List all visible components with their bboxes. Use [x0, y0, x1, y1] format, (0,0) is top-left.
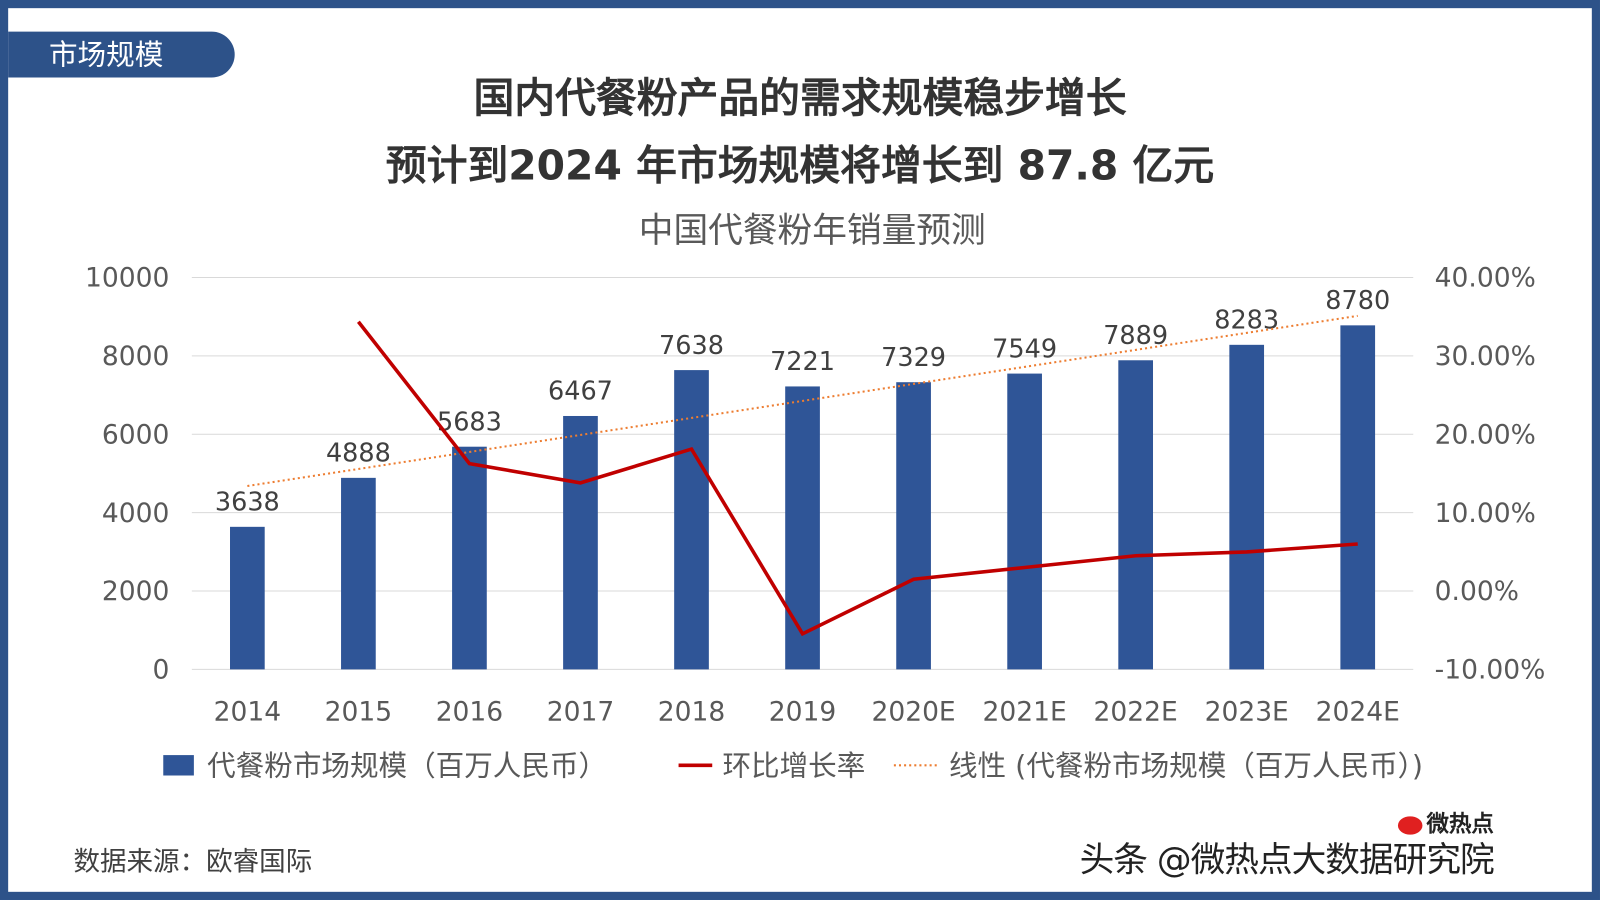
- headline-line-2: 预计到2024 年市场规模将增长到 87.8 亿元: [385, 142, 1215, 190]
- watermark-logo: 微热点: [1397, 806, 1494, 839]
- x-tick-label: 2019: [769, 696, 836, 727]
- x-tick-label: 2023E: [1205, 696, 1289, 727]
- bar: [674, 370, 709, 670]
- bar-data-label: 7221: [770, 347, 835, 377]
- bar-data-label: 3638: [215, 488, 280, 518]
- bar-data-label: 5683: [437, 407, 502, 437]
- right-tick-label: 30.00%: [1435, 341, 1536, 372]
- watermark: 头条 @微热点大数据研究院: [1079, 839, 1495, 881]
- bar: [1118, 360, 1154, 670]
- section-tag: 市场规模: [8, 31, 235, 78]
- legend-bar-swatch: [163, 755, 194, 776]
- bar: [452, 446, 487, 670]
- left-tick-label: 6000: [102, 419, 169, 450]
- x-tick-label: 2018: [658, 696, 725, 727]
- legend-trend-label: 线性 (代餐粉市场规模（百万人民币）): [949, 749, 1423, 783]
- left-tick-label: 0: [153, 655, 170, 686]
- weibo-eye-icon: [1397, 816, 1423, 835]
- x-tick-label: 2021E: [983, 696, 1067, 727]
- bar: [1007, 373, 1042, 670]
- x-tick-label: 2014: [214, 696, 281, 727]
- left-tick-label: 10000: [85, 263, 169, 294]
- source-note: 数据来源：欧睿国际: [73, 846, 313, 878]
- growth-rate-line: [356, 320, 1358, 637]
- x-tick-label: 2016: [436, 696, 503, 727]
- watermark-logo-text: 微热点: [1426, 812, 1494, 838]
- bar: [1340, 325, 1376, 670]
- bar-data-label: 4888: [326, 439, 391, 469]
- x-tick-label: 2015: [325, 696, 392, 727]
- bar-data-label: 7549: [992, 334, 1057, 364]
- headline-line-1: 国内代餐粉产品的需求规模稳步增长: [473, 75, 1127, 123]
- left-tick-label: 4000: [102, 498, 169, 529]
- right-tick-label: 40.00%: [1435, 263, 1536, 294]
- bar: [785, 386, 820, 670]
- legend-line-label: 环比增长率: [722, 749, 865, 783]
- right-tick-label: 0.00%: [1435, 576, 1519, 607]
- bar-data-label: 6467: [548, 377, 613, 407]
- bar: [563, 415, 598, 670]
- bar-data-label: 8780: [1325, 286, 1390, 316]
- legend-bar-label: 代餐粉市场规模（百万人民币）: [207, 749, 607, 783]
- bar: [1229, 344, 1265, 670]
- bar-data-label: 8283: [1214, 306, 1279, 336]
- x-tick-label: 2024E: [1316, 696, 1400, 727]
- right-tick-label: 20.00%: [1435, 419, 1536, 450]
- left-tick-label: 2000: [102, 576, 169, 607]
- left-tick-label: 8000: [102, 341, 169, 372]
- bar: [896, 382, 931, 670]
- right-tick-label: -10.00%: [1435, 655, 1546, 686]
- bar-data-label: 7889: [1103, 321, 1168, 351]
- chart-title: 中国代餐粉年销量预测: [638, 210, 986, 252]
- bar-data-label: 7329: [881, 343, 946, 373]
- bar: [230, 526, 265, 670]
- bar-data-label: 7638: [659, 331, 724, 361]
- x-tick-label: 2020E: [871, 696, 955, 727]
- x-tick-label: 2022E: [1094, 696, 1178, 727]
- x-tick-label: 2017: [547, 696, 614, 727]
- trendline: [247, 314, 1358, 488]
- bar: [341, 477, 376, 670]
- right-tick-label: 10.00%: [1435, 498, 1536, 529]
